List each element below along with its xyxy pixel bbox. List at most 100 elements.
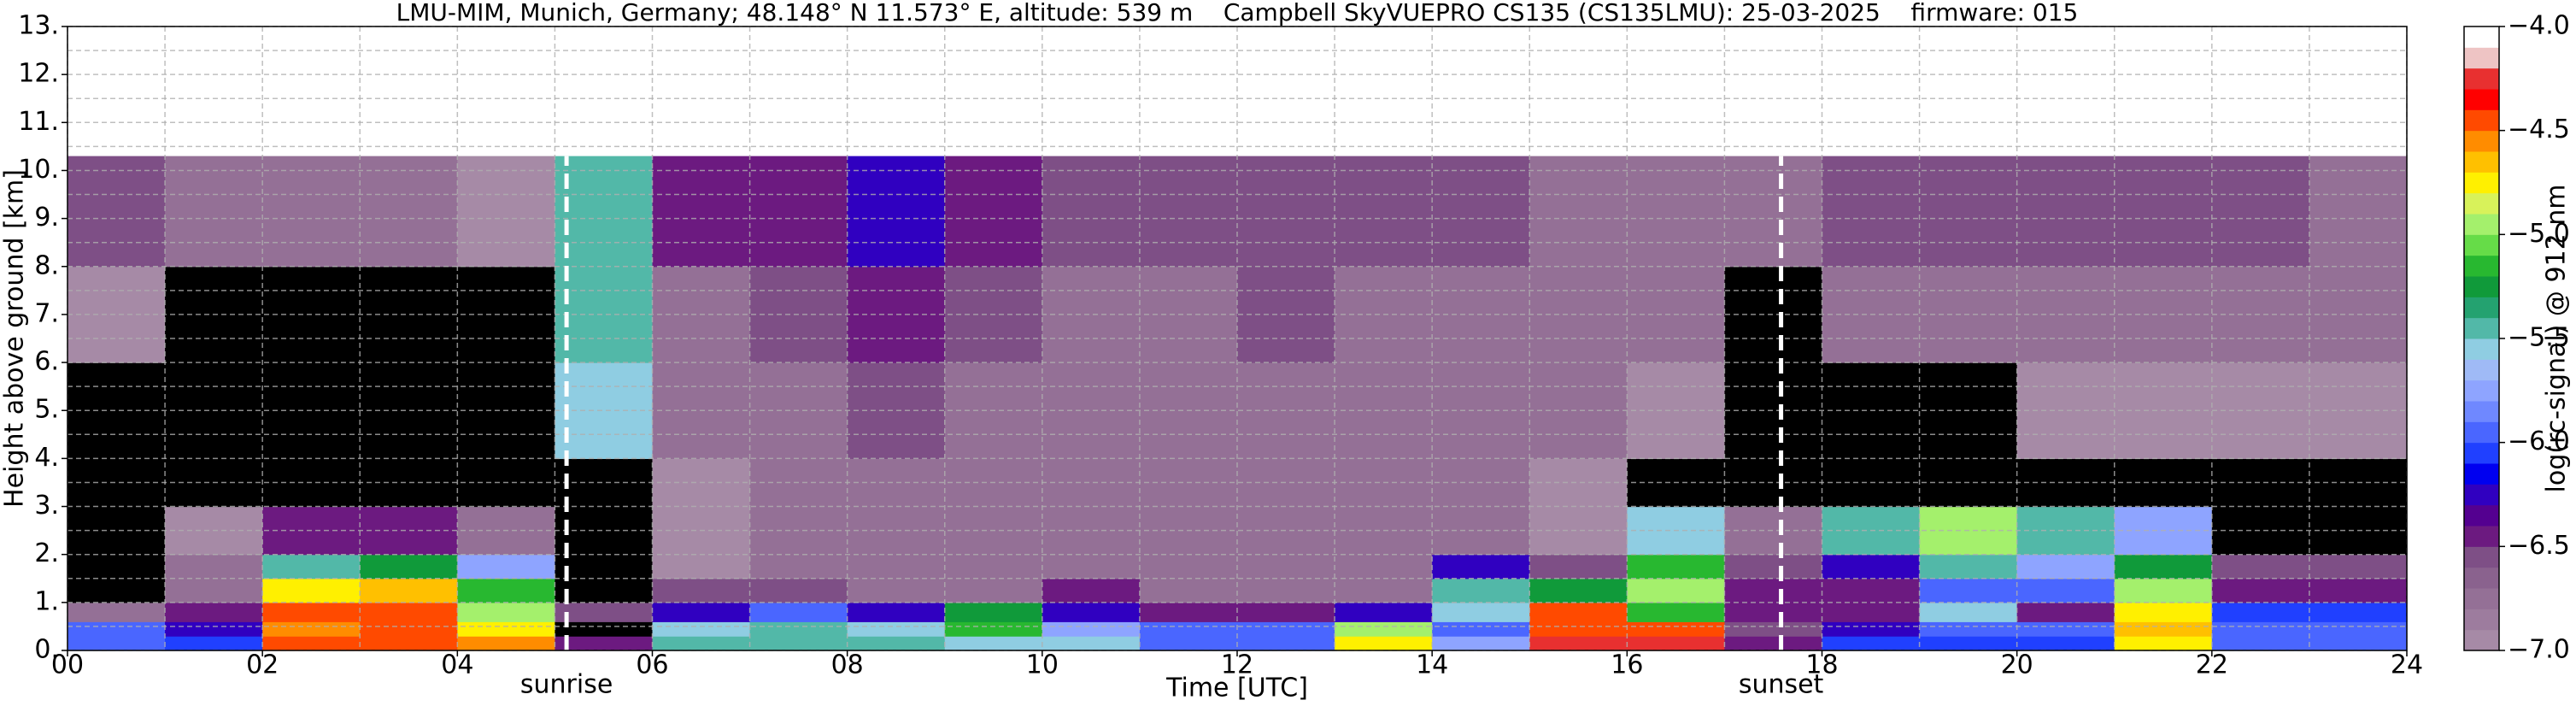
heatmap-cell: [457, 554, 556, 580]
heatmap-cell: [555, 458, 654, 508]
colorbar-segment: [2464, 68, 2499, 90]
heatmap-cell: [2211, 578, 2310, 603]
heatmap-cell: [1529, 578, 1628, 603]
heatmap-cell: [165, 636, 263, 651]
heatmap-cell: [555, 621, 654, 637]
heatmap-cell: [2114, 621, 2213, 637]
colorbar-tick-label: −4.0: [2508, 11, 2570, 41]
heatmap-cell: [67, 266, 166, 363]
heatmap-cell: [944, 156, 1043, 268]
heatmap-cell: [944, 636, 1043, 651]
heatmap-cell: [944, 578, 1043, 603]
chart-title: LMU-MIM, Munich, Germany; 48.148° N 11.5…: [396, 0, 2079, 26]
colorbar-segment: [2464, 214, 2499, 235]
colorbar-segment: [2464, 504, 2499, 527]
x-tick-label: 08: [831, 650, 864, 680]
x-axis-label: Time [UTC]: [1165, 674, 1308, 703]
heatmap-cell: [1724, 362, 1823, 459]
x-tick-label: 02: [246, 650, 279, 680]
x-tick-label: 00: [51, 650, 84, 680]
heatmap-cell: [1335, 602, 1433, 622]
x-tick-label: 18: [1805, 650, 1838, 680]
heatmap-cell: [847, 554, 946, 580]
heatmap-cell: [1724, 266, 1823, 363]
heatmap-cell: [749, 636, 848, 651]
heatmap-cell: [360, 266, 458, 363]
heatmap-cell: [2309, 602, 2408, 622]
heatmap-cell: [67, 636, 166, 651]
heatmap-cell: [1627, 554, 1726, 580]
heatmap-cell: [1432, 636, 1530, 651]
heatmap-cell: [555, 266, 654, 363]
heatmap-cell: [360, 458, 458, 508]
heatmap-cell: [1335, 636, 1433, 651]
colorbar-segment: [2464, 379, 2499, 402]
colorbar-segment: [2464, 89, 2499, 110]
heatmap-cell: [2309, 621, 2408, 637]
heatmap-cell: [67, 554, 166, 580]
heatmap-cell: [1529, 458, 1628, 508]
heatmap-cell: [1627, 636, 1726, 651]
heatmap-cell: [555, 362, 654, 459]
heatmap-cell: [944, 621, 1043, 637]
heatmap-cell: [1237, 578, 1335, 603]
heatmap-cell: [1919, 636, 2018, 651]
colorbar-segment: [2464, 276, 2499, 297]
heatmap-cell: [165, 621, 263, 637]
heatmap-cell: [457, 578, 556, 603]
heatmap-cell: [1822, 156, 1921, 268]
colorbar-segment: [2464, 401, 2499, 422]
heatmap-cell: [1529, 266, 1628, 363]
heatmap-cell: [1237, 266, 1335, 363]
heatmap-cell: [262, 621, 361, 637]
heatmap-cell: [360, 636, 458, 651]
heatmap-cell: [457, 602, 556, 622]
heatmap-cell: [2211, 458, 2310, 508]
heatmap-cell: [2114, 554, 2213, 580]
heatmap-cell: [1919, 156, 2018, 268]
heatmap-cell: [1919, 554, 2018, 580]
colorbar-segment: [2464, 192, 2499, 215]
heatmap-cell: [2016, 636, 2115, 651]
heatmap-cell: [67, 156, 166, 268]
heatmap-cell: [1529, 156, 1628, 268]
heatmap-cell: [1432, 602, 1530, 622]
heatmap-cell: [1139, 578, 1238, 603]
heatmap-cell: [262, 156, 361, 268]
y-tick-label: 10.: [18, 155, 59, 185]
y-tick-label: 5.: [34, 395, 59, 425]
heatmap-cell: [360, 554, 458, 580]
heatmap-cell: [1139, 621, 1238, 637]
x-tick-label: 14: [1416, 650, 1448, 680]
heatmap-cell: [1529, 602, 1628, 622]
heatmap-cell: [749, 156, 848, 268]
heatmap-cell: [262, 578, 361, 603]
colorbar-segment: [2464, 609, 2499, 631]
heatmap-cell: [2016, 266, 2115, 363]
colorbar-segment: [2464, 172, 2499, 194]
colorbar-segment: [2464, 255, 2499, 277]
y-axis-label: Height above ground [km]: [0, 169, 30, 508]
heatmap-cell: [1237, 506, 1335, 556]
heatmap-cell: [1822, 636, 1921, 651]
heatmap-cell: [749, 621, 848, 637]
colorbar-segment: [2464, 338, 2499, 360]
heatmap-cell: [360, 506, 458, 556]
x-tick-label: 24: [2391, 650, 2423, 680]
heatmap-cell: [847, 578, 946, 603]
heatmap-cell: [457, 156, 556, 268]
colorbar-segment: [2464, 47, 2499, 69]
colorbar-segment: [2464, 567, 2499, 589]
heatmap-cell: [1627, 156, 1726, 268]
heatmap-cell: [1237, 554, 1335, 580]
heatmap-cell: [2309, 578, 2408, 603]
colorbar-tick-label: −5.5: [2508, 323, 2570, 353]
heatmap-cell: [1627, 578, 1726, 603]
heatmap-cell: [652, 621, 751, 637]
heatmap-cell: [749, 602, 848, 622]
colorbar-segment: [2464, 463, 2499, 485]
heatmap-cell: [262, 636, 361, 651]
heatmap-cell: [1529, 636, 1628, 651]
heatmap-cell: [1042, 458, 1141, 508]
